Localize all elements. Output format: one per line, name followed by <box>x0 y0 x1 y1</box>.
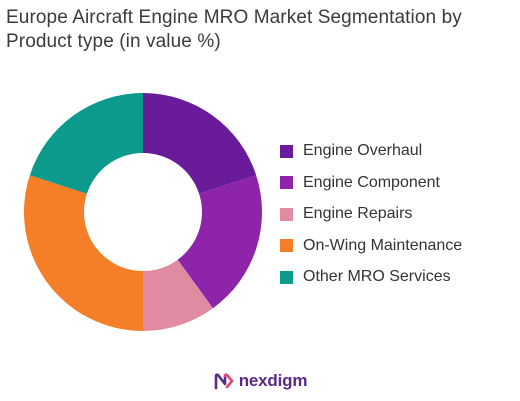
legend-swatch <box>280 207 293 221</box>
legend-label: On-Wing Maintenance <box>303 236 463 254</box>
legend-label: Other MRO Services <box>303 268 451 286</box>
legend-item: On-Wing Maintenance <box>280 236 462 256</box>
slice-engine-overhaul <box>143 93 257 194</box>
legend-item: Other MRO Services <box>280 267 462 287</box>
legend-swatch <box>280 270 293 284</box>
slice-engine-component <box>177 175 262 309</box>
donut-slices <box>23 93 262 331</box>
legend-swatch <box>280 176 293 190</box>
legend-label: Engine Component <box>303 173 440 191</box>
legend-item: Engine Repairs <box>280 204 462 224</box>
slice-other-mro-services <box>29 93 144 194</box>
slice-engine-repairs <box>143 259 213 331</box>
legend-item: Engine Component <box>280 173 462 193</box>
chart-title: Europe Aircraft Engine MRO Market Segmen… <box>6 7 462 52</box>
brand-footer: nexdigm <box>0 370 520 392</box>
legend-swatch <box>280 144 293 158</box>
legend-swatch <box>280 239 293 253</box>
brand-name: nexdigm <box>238 371 308 390</box>
chart-legend: Engine Overhaul Engine Component Engine Re… <box>280 141 462 299</box>
nexdigm-logo-icon <box>214 373 234 390</box>
legend-label: Engine Overhaul <box>303 142 423 159</box>
slice-on-wing-maintenance <box>23 175 144 331</box>
legend-item: Engine Overhaul <box>280 141 462 161</box>
legend-label: Engine Repairs <box>303 205 413 223</box>
